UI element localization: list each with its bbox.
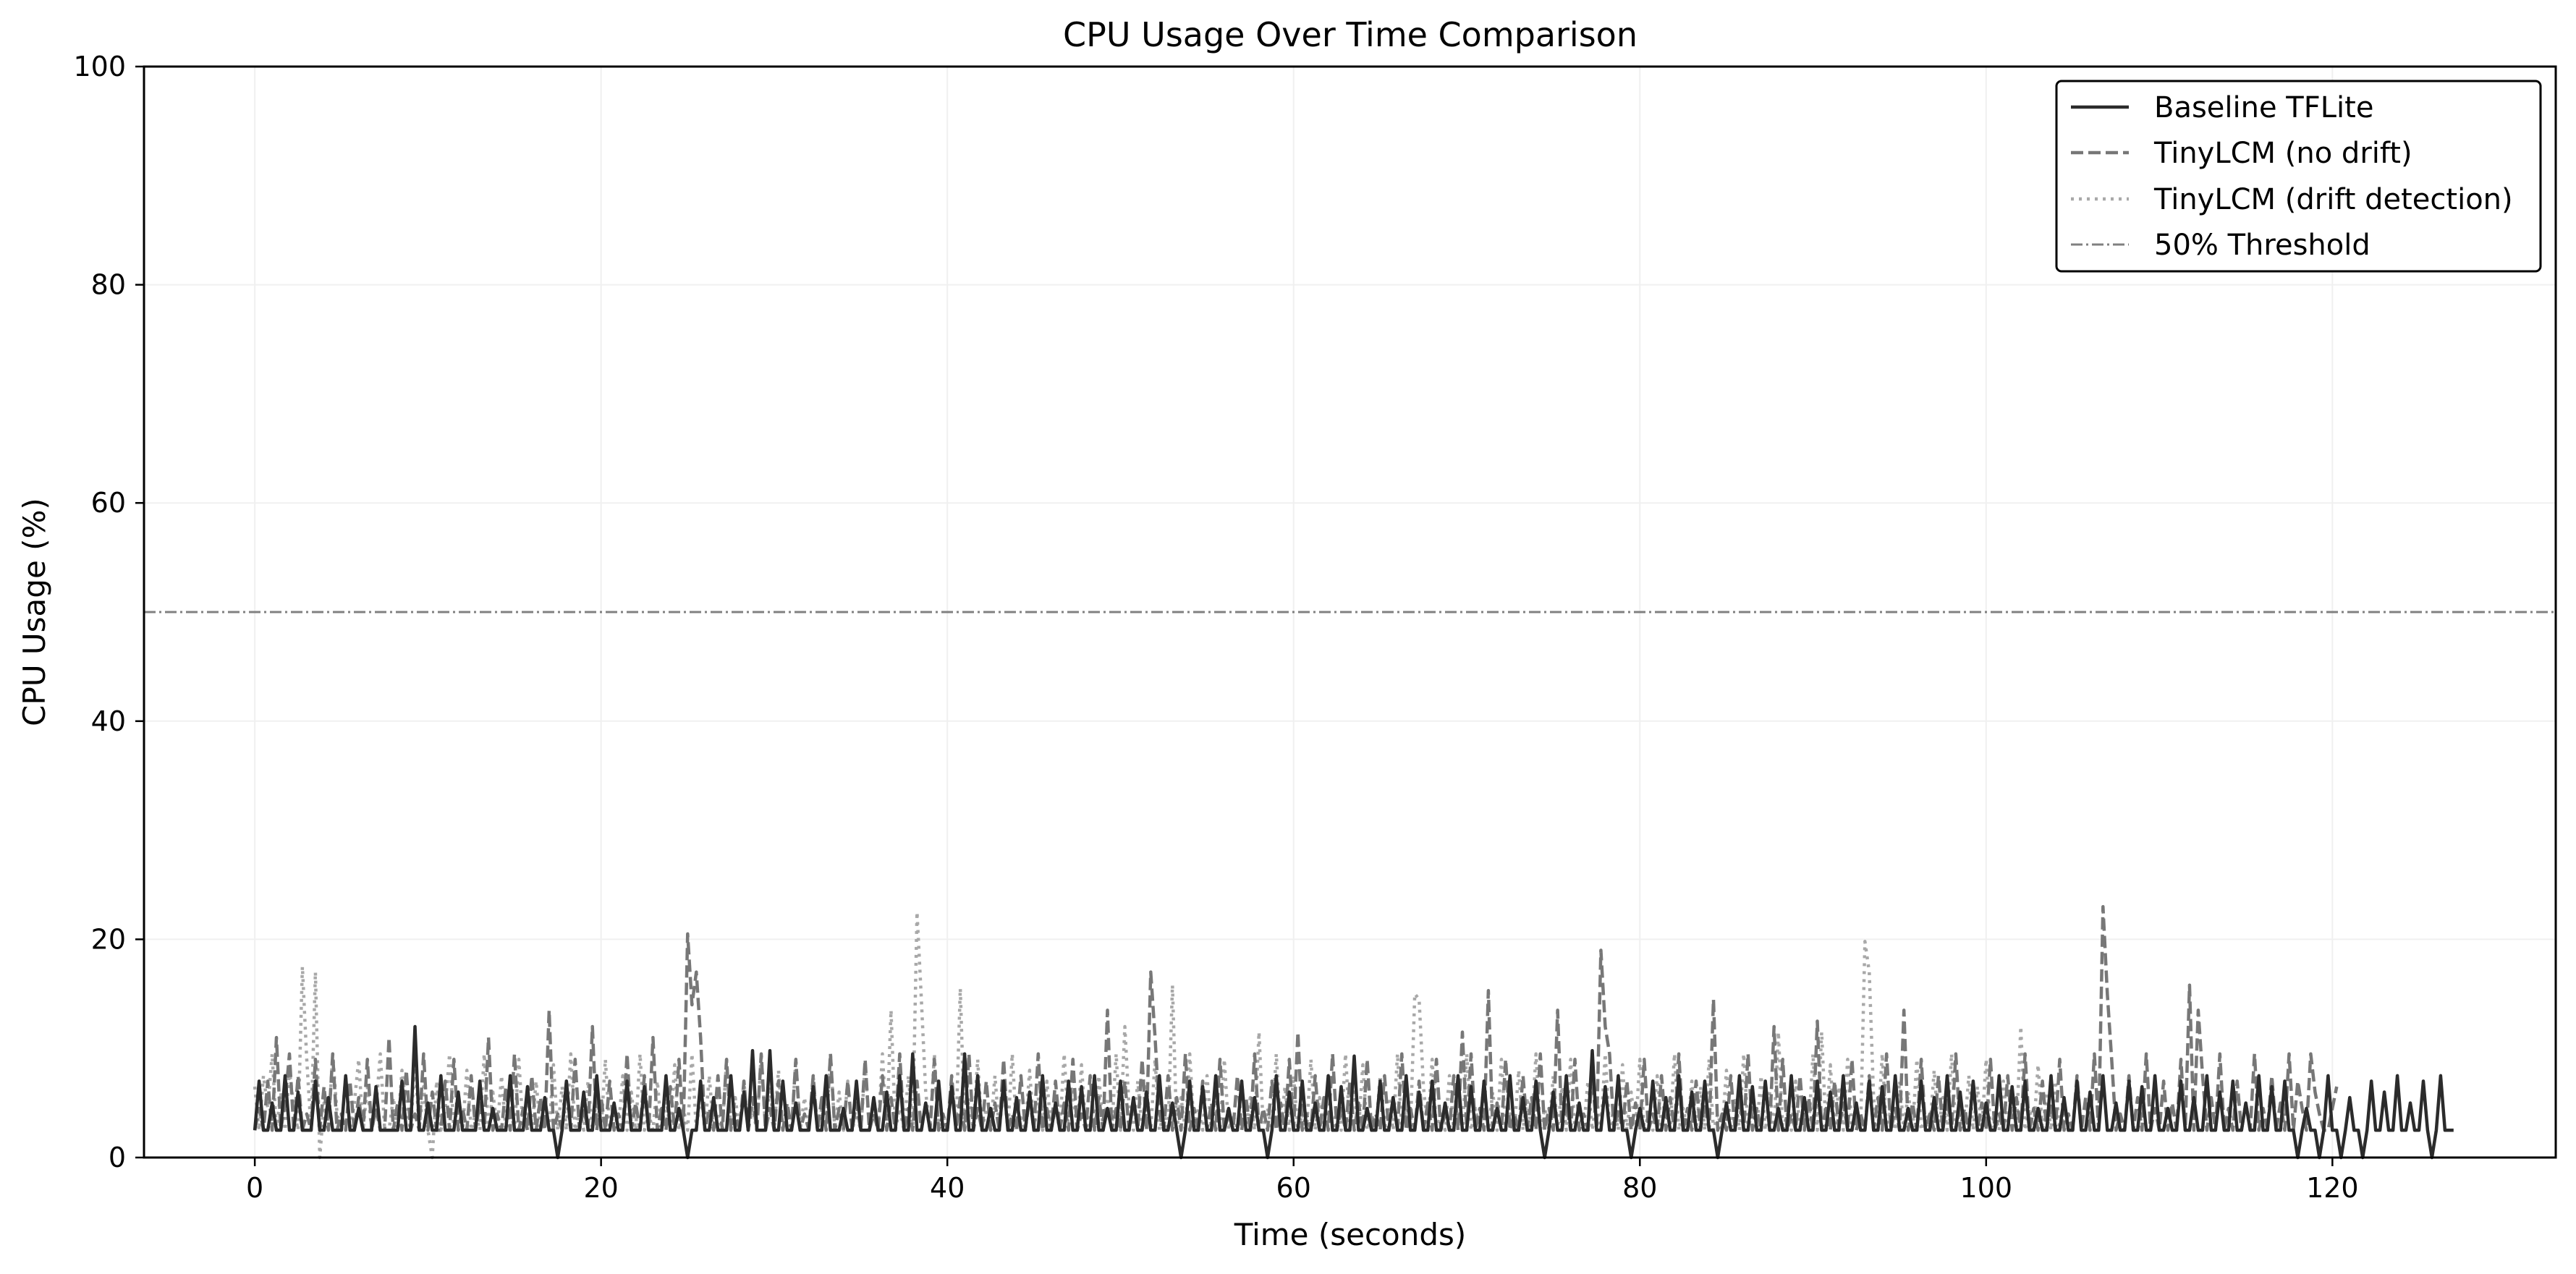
y-tick-label-0: 0: [109, 1142, 126, 1173]
legend: Baseline TFLite TinyLCM (no drift) TinyL…: [2055, 80, 2542, 273]
y-tick-label-2: 40: [91, 705, 126, 737]
series-line-0: [253, 1024, 2454, 1160]
legend-label-threshold: 50% Threshold: [2154, 229, 2370, 262]
x-tick-label-0: 0: [246, 1172, 263, 1204]
chart-title: CPU Usage Over Time Comparison: [1063, 15, 1637, 54]
legend-label-drift-detection: TinyLCM (drift detection): [2153, 183, 2513, 216]
legend-label-no-drift: TinyLCM (no drift): [2153, 137, 2412, 170]
x-tick-label-2: 40: [930, 1172, 965, 1204]
x-tick-label-5: 100: [1960, 1172, 2013, 1204]
legend-label-baseline: Baseline TFLite: [2154, 91, 2373, 124]
y-axis-label: CPU Usage (%): [17, 498, 52, 726]
x-tick-label-4: 80: [1622, 1172, 1657, 1204]
series-line-1: [253, 904, 2339, 1132]
y-tick-label-3: 60: [91, 487, 126, 519]
x-axis-label: Time (seconds): [1234, 1217, 1467, 1252]
y-tick-label-1: 20: [91, 923, 126, 955]
x-tick-label-3: 60: [1276, 1172, 1311, 1204]
legend-box: [2055, 80, 2542, 273]
x-axis-ticks: 0 20 40 60 80 100 120: [246, 1158, 2359, 1204]
x-tick-label-6: 120: [2306, 1172, 2359, 1204]
series-layer: [253, 904, 2454, 1160]
y-tick-label-5: 100: [73, 51, 126, 82]
y-tick-label-4: 80: [91, 269, 126, 301]
x-tick-label-1: 20: [583, 1172, 618, 1204]
y-axis-ticks: 0 20 40 60 80 100: [73, 51, 144, 1173]
plot-frame: [143, 65, 2557, 1159]
